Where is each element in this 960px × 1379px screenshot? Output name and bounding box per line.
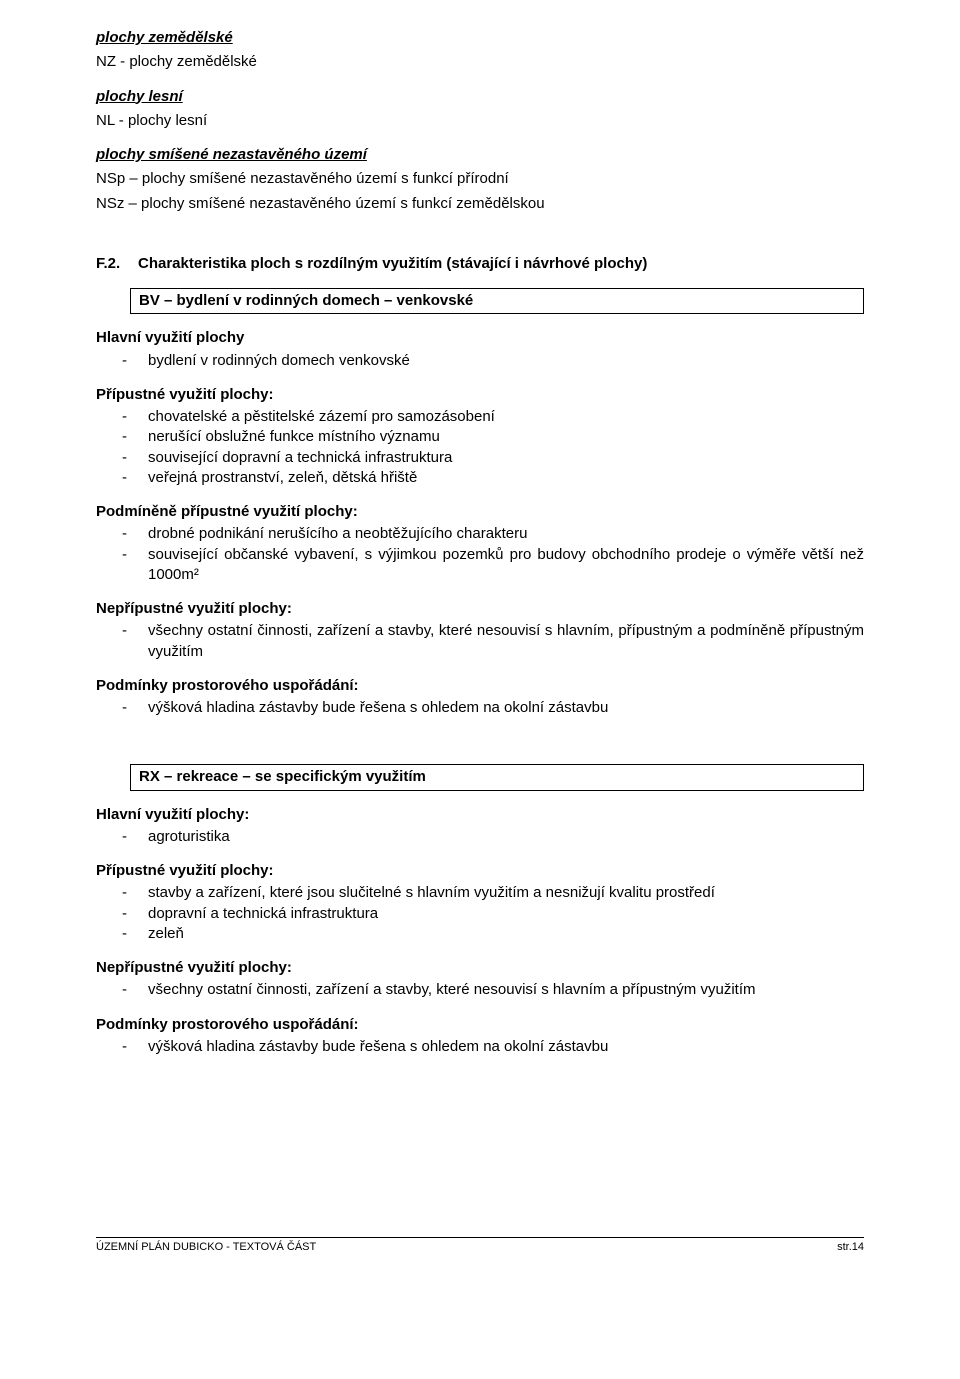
list-item: stavby a zařízení, které jsou slučitelné… (148, 883, 864, 903)
intro-s3-line1: NSp – plochy smíšené nezastavěného území… (96, 169, 864, 189)
list-item: dopravní a technická infrastruktura (148, 904, 864, 924)
list-item: výšková hladina zástavby bude řešena s o… (148, 698, 864, 718)
list-item: zeleň (148, 924, 864, 944)
page-footer: ÚZEMNÍ PLÁN DUBICKO - TEXTOVÁ ČÁST str.1… (96, 1237, 864, 1255)
rx-podminky-head: Podmínky prostorového uspořádání: (96, 1015, 864, 1035)
list-item: bydlení v rodinných domech venkovské (148, 351, 864, 371)
intro-block: plochy zemědělské NZ - plochy zemědělské… (96, 28, 864, 214)
rx-hlavni-head: Hlavní využití plochy: (96, 805, 864, 825)
list-item: agroturistika (148, 827, 864, 847)
list-item: veřejná prostranství, zeleň, dětská hřiš… (148, 468, 864, 488)
rx-podminky-list: výšková hladina zástavby bude řešena s o… (96, 1037, 864, 1057)
list-item: drobné podnikání nerušícího a neobtěžují… (148, 524, 864, 544)
footer-left: ÚZEMNÍ PLÁN DUBICKO - TEXTOVÁ ČÁST (96, 1240, 316, 1255)
bv-nepripustne-head: Nepřípustné využití plochy: (96, 599, 864, 619)
intro-s1-line: NZ - plochy zemědělské (96, 52, 864, 72)
f2-title: Charakteristika ploch s rozdílným využit… (138, 254, 647, 274)
rx-pripustne-head: Přípustné využití plochy: (96, 861, 864, 881)
list-item: nerušící obslužné funkce místního význam… (148, 427, 864, 447)
rx-pripustne-list: stavby a zařízení, které jsou slučitelné… (96, 883, 864, 944)
list-item: chovatelské a pěstitelské zázemí pro sam… (148, 407, 864, 427)
bv-podminene-head: Podmíněně přípustné využití plochy: (96, 502, 864, 522)
bv-nepripustne-list: všechny ostatní činnosti, zařízení a sta… (96, 621, 864, 662)
rx-hlavni-list: agroturistika (96, 827, 864, 847)
list-item: všechny ostatní činnosti, zařízení a sta… (148, 980, 864, 1000)
intro-s2-head: plochy lesní (96, 87, 864, 107)
rx-box: RX – rekreace – se specifickým využitím (130, 764, 864, 790)
bv-pripustne-list: chovatelské a pěstitelské zázemí pro sam… (96, 407, 864, 488)
rx-nepripustne-head: Nepřípustné využití plochy: (96, 958, 864, 978)
bv-box: BV – bydlení v rodinných domech – venkov… (130, 288, 864, 314)
intro-s1-head: plochy zemědělské (96, 28, 864, 48)
bv-podminene-list: drobné podnikání nerušícího a neobtěžují… (96, 524, 864, 585)
bv-hlavni-list: bydlení v rodinných domech venkovské (96, 351, 864, 371)
bv-podminky-head: Podmínky prostorového uspořádání: (96, 676, 864, 696)
list-item: všechny ostatní činnosti, zařízení a sta… (148, 621, 864, 662)
intro-s3-head: plochy smíšené nezastavěného území (96, 145, 864, 165)
footer-right: str.14 (837, 1240, 864, 1255)
bv-podminky-list: výšková hladina zástavby bude řešena s o… (96, 698, 864, 718)
list-item: související občanské vybavení, s výjimko… (148, 545, 864, 586)
intro-s2-line: NL - plochy lesní (96, 111, 864, 131)
bv-pripustne-head: Přípustné využití plochy: (96, 385, 864, 405)
bv-hlavni-head: Hlavní využití plochy (96, 328, 864, 348)
list-item: výšková hladina zástavby bude řešena s o… (148, 1037, 864, 1057)
list-item: související dopravní a technická infrast… (148, 448, 864, 468)
intro-s3-line2: NSz – plochy smíšené nezastavěného území… (96, 194, 864, 214)
rx-nepripustne-list: všechny ostatní činnosti, zařízení a sta… (96, 980, 864, 1000)
f2-heading: F.2. Charakteristika ploch s rozdílným v… (96, 254, 864, 274)
f2-num: F.2. (96, 254, 138, 274)
